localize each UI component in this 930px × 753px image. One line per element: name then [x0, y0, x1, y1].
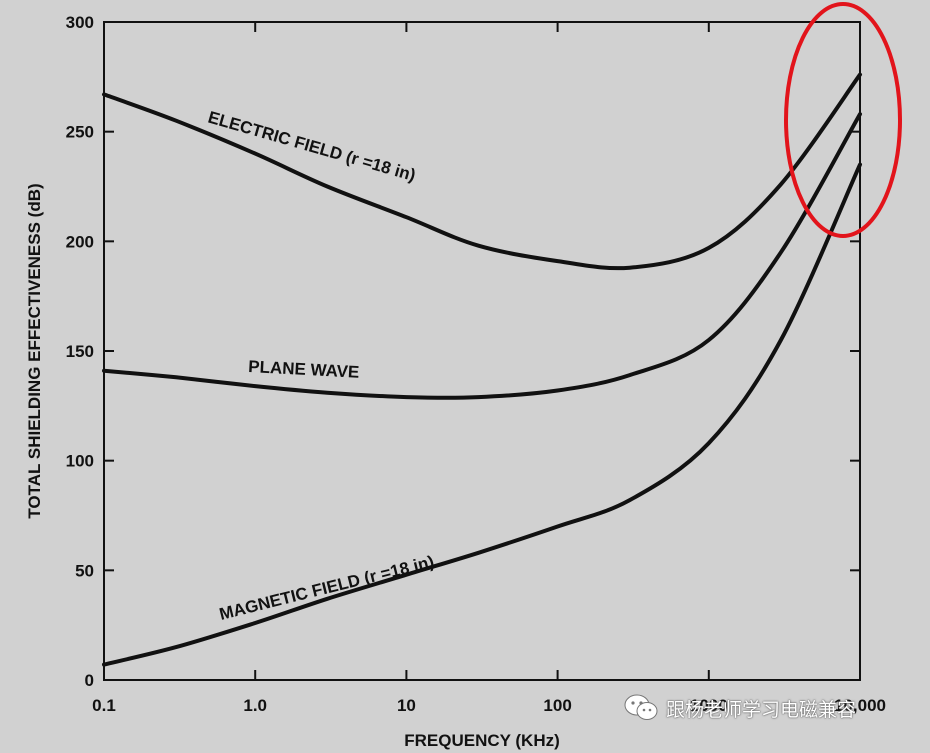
x-axis-label: FREQUENCY (KHz): [404, 731, 560, 750]
y-tick-label: 250: [66, 123, 94, 142]
y-tick-label: 100: [66, 452, 94, 471]
y-axis-label: TOTAL SHIELDING EFFECTIVENESS (dB): [25, 183, 44, 518]
x-tick-label: 10: [397, 696, 416, 715]
x-tick-label: 1.0: [243, 696, 267, 715]
y-tick-label: 300: [66, 13, 94, 32]
highlight-ellipse: [784, 2, 902, 238]
series-group: [102, 72, 862, 667]
y-tick-label: 200: [66, 232, 94, 251]
watermark: 跟杨老师学习电磁兼容: [624, 694, 856, 722]
x-tick-label: 100: [543, 696, 571, 715]
tick-labels: 0 50 100 150 200 250 300 0.1 1.0 10 100 1000 10,000: [66, 13, 886, 715]
wechat-icon: [624, 694, 658, 720]
series-magnetic-field: [102, 162, 862, 667]
series-plane-wave: [102, 112, 862, 400]
y-tick-label: 50: [75, 561, 94, 580]
plot-frame: [103, 21, 861, 681]
watermark-text: 跟杨老师学习电磁兼容: [666, 698, 857, 721]
series-electric-field: [102, 72, 862, 271]
axis-ticks: [103, 21, 861, 681]
y-tick-label: 0: [85, 671, 94, 690]
x-tick-label: 1000: [690, 696, 728, 715]
x-tick-label: 10,000: [834, 696, 886, 715]
y-tick-label: 150: [66, 342, 94, 361]
x-tick-label: 0.1: [92, 696, 116, 715]
